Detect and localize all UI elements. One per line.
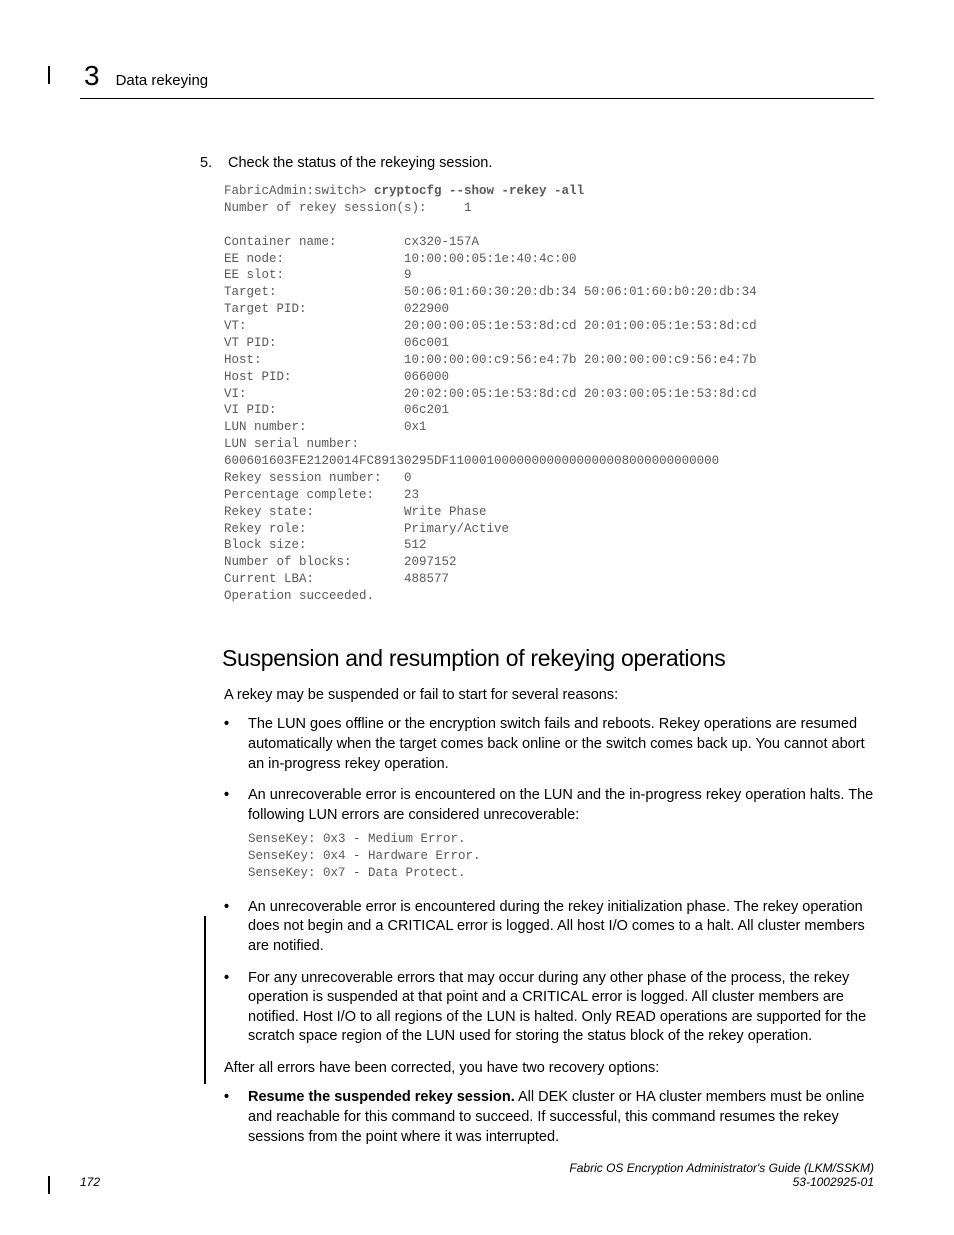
bullet-text: The LUN goes offline or the encryption s… [248,716,865,771]
bullet-list: • The LUN goes offline or the encryption … [224,715,874,1046]
chapter-number: 3 [84,60,100,92]
page-number: 172 [80,1175,100,1189]
step-text: Check the status of the rekeying session… [228,155,492,171]
bullet-content: An unrecoverable error is encountered du… [248,898,874,957]
step-item: 5. Check the status of the rekeying sess… [200,155,874,171]
content-area: 5. Check the status of the rekeying sess… [224,155,874,1147]
bullet-item: • The LUN goes offline or the encryption … [224,715,874,774]
header-title: Data rekeying [116,72,209,89]
recovery-bullet-list: •Resume the suspended rekey session. All… [224,1088,874,1147]
change-bar [48,66,50,84]
page-footer: 172 Fabric OS Encryption Administrator's… [80,1161,874,1189]
doc-id: 53-1002925-01 [569,1175,874,1189]
bullet-text: For any unrecoverable errors that may oc… [248,970,866,1045]
footer-right: Fabric OS Encryption Administrator's Gui… [569,1161,874,1189]
change-bar [204,916,206,1084]
bullet-dot: • [224,898,234,957]
bullet-dot: • [224,1088,234,1147]
page-header: 3 Data rekeying [80,60,874,99]
section-intro: A rekey may be suspended or fail to star… [224,686,874,706]
code-prompt: FabricAdmin:switch> [224,184,374,198]
bullet-dot: • [224,786,234,886]
code-output: Number of rekey session(s): 1 Container … [224,201,757,603]
change-bar [48,1176,50,1194]
bullet-dot: • [224,715,234,774]
code-command: cryptocfg --show -rekey -all [374,184,584,198]
doc-title: Fabric OS Encryption Administrator's Gui… [569,1161,874,1175]
bullet-text: An unrecoverable error is encountered on… [248,787,873,823]
step-number: 5. [200,155,218,171]
page-container: 3 Data rekeying 5. Check the status of t… [0,0,954,1219]
bullet-bold: Resume the suspended rekey session. [248,1089,515,1105]
bullet-content: Resume the suspended rekey session. All … [248,1088,874,1147]
bullet-item: • An unrecoverable error is encountered o… [224,786,874,886]
bullet-item: • An unrecoverable error is encountered d… [224,898,874,957]
after-text: After all errors have been corrected, yo… [224,1059,874,1079]
code-block: FabricAdmin:switch> cryptocfg --show -re… [224,183,874,605]
bullet-item: •For any unrecoverable errors that may o… [224,969,874,1047]
bullet-dot: • [224,969,234,1047]
bullet-content: The LUN goes offline or the encryption s… [248,715,874,774]
bullet-content: An unrecoverable error is encountered on… [248,786,874,886]
bullet-item: •Resume the suspended rekey session. All… [224,1088,874,1147]
bullet-mono: SenseKey: 0x3 - Medium Error. SenseKey: … [248,831,874,882]
bullet-content: For any unrecoverable errors that may oc… [248,969,874,1047]
bullet-text: An unrecoverable error is encountered du… [248,899,865,954]
section-heading: Suspension and resumption of rekeying op… [222,645,874,672]
